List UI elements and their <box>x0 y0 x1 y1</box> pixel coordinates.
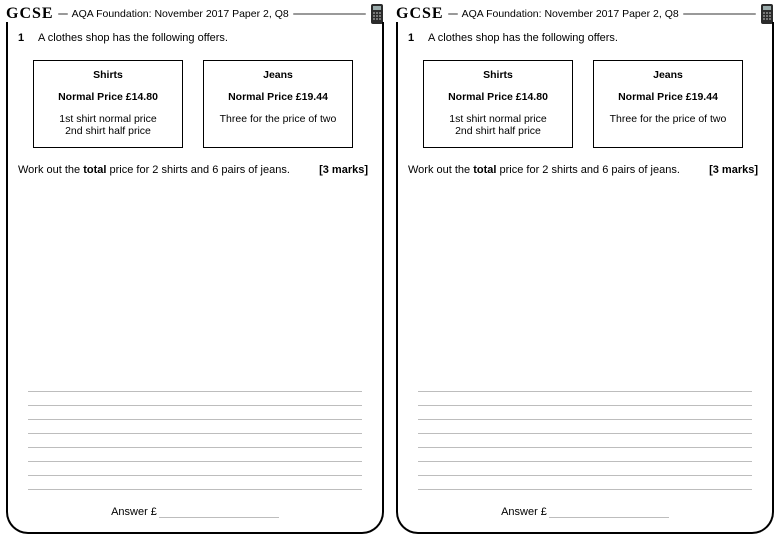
calculator-icon <box>760 4 774 24</box>
writing-line <box>28 405 362 406</box>
offer-deal-line: Three for the price of two <box>210 113 346 125</box>
workout-bold: total <box>83 164 106 176</box>
question-number: 1 <box>18 32 28 44</box>
header: GCSE AQA Foundation: November 2017 Paper… <box>396 4 774 24</box>
offer-deal-line: 2nd shirt half price <box>40 125 176 137</box>
offer-title: Shirts <box>40 69 176 81</box>
answer-lines <box>418 378 752 490</box>
offer-title: Jeans <box>600 69 736 81</box>
writing-line <box>418 391 752 392</box>
offer-price: Normal Price £19.44 <box>210 91 346 103</box>
offer-shirts: Shirts Normal Price £14.80 1st shirt nor… <box>33 60 183 148</box>
offers-container: Shirts Normal Price £14.80 1st shirt nor… <box>408 60 758 148</box>
worksheet: 1 A clothes shop has the following offer… <box>396 22 774 534</box>
writing-line <box>418 489 752 490</box>
question-number: 1 <box>408 32 418 44</box>
question-row: 1 A clothes shop has the following offer… <box>408 32 758 44</box>
marks-label: [3 marks] <box>319 164 368 176</box>
workout-row: Work out the total price for 2 shirts an… <box>408 164 758 176</box>
calculator-icon <box>370 4 384 24</box>
offer-deal-line: 1st shirt normal price <box>430 113 566 125</box>
question-intro: A clothes shop has the following offers. <box>428 32 758 44</box>
writing-line <box>418 433 752 434</box>
answer-blank <box>159 517 279 518</box>
offer-deal-line: Three for the price of two <box>600 113 736 125</box>
workout-text: Work out the total price for 2 shirts an… <box>18 164 290 176</box>
answer-row: Answer £ <box>398 506 772 518</box>
writing-line <box>28 447 362 448</box>
offer-jeans: Jeans Normal Price £19.44 Three for the … <box>203 60 353 148</box>
divider <box>683 13 756 15</box>
writing-line <box>28 433 362 434</box>
workout-post: price for 2 shirts and 6 pairs of jeans. <box>106 164 289 176</box>
workout-bold: total <box>473 164 496 176</box>
writing-line <box>418 405 752 406</box>
writing-line <box>28 419 362 420</box>
offer-shirts: Shirts Normal Price £14.80 1st shirt nor… <box>423 60 573 148</box>
offer-price: Normal Price £19.44 <box>600 91 736 103</box>
offers-container: Shirts Normal Price £14.80 1st shirt nor… <box>18 60 368 148</box>
offer-jeans: Jeans Normal Price £19.44 Three for the … <box>593 60 743 148</box>
offer-deal-line: 1st shirt normal price <box>40 113 176 125</box>
writing-line <box>418 475 752 476</box>
worksheet: 1 A clothes shop has the following offer… <box>6 22 384 534</box>
header: GCSE AQA Foundation: November 2017 Paper… <box>6 4 384 24</box>
page-left: GCSE AQA Foundation: November 2017 Paper… <box>0 0 390 540</box>
writing-line <box>28 391 362 392</box>
answer-label: Answer £ <box>501 506 547 518</box>
writing-line <box>28 475 362 476</box>
workout-text: Work out the total price for 2 shirts an… <box>408 164 680 176</box>
gcse-logo: GCSE <box>6 5 54 23</box>
offer-title: Shirts <box>430 69 566 81</box>
answer-label: Answer £ <box>111 506 157 518</box>
paper-reference: AQA Foundation: November 2017 Paper 2, Q… <box>72 8 289 20</box>
divider <box>448 13 458 15</box>
offer-title: Jeans <box>210 69 346 81</box>
marks-label: [3 marks] <box>709 164 758 176</box>
paper-reference: AQA Foundation: November 2017 Paper 2, Q… <box>462 8 679 20</box>
question-intro: A clothes shop has the following offers. <box>38 32 368 44</box>
writing-line <box>418 419 752 420</box>
writing-line <box>28 489 362 490</box>
offer-price: Normal Price £14.80 <box>430 91 566 103</box>
answer-row: Answer £ <box>8 506 382 518</box>
workout-row: Work out the total price for 2 shirts an… <box>18 164 368 176</box>
divider <box>58 13 68 15</box>
answer-lines <box>28 378 362 490</box>
gcse-logo: GCSE <box>396 5 444 23</box>
writing-line <box>418 447 752 448</box>
workout-pre: Work out the <box>18 164 83 176</box>
writing-line <box>28 461 362 462</box>
workout-post: price for 2 shirts and 6 pairs of jeans. <box>496 164 679 176</box>
writing-line <box>418 461 752 462</box>
answer-blank <box>549 517 669 518</box>
page-right: GCSE AQA Foundation: November 2017 Paper… <box>390 0 780 540</box>
divider <box>293 13 366 15</box>
offer-deal-line: 2nd shirt half price <box>430 125 566 137</box>
workout-pre: Work out the <box>408 164 473 176</box>
question-row: 1 A clothes shop has the following offer… <box>18 32 368 44</box>
offer-price: Normal Price £14.80 <box>40 91 176 103</box>
